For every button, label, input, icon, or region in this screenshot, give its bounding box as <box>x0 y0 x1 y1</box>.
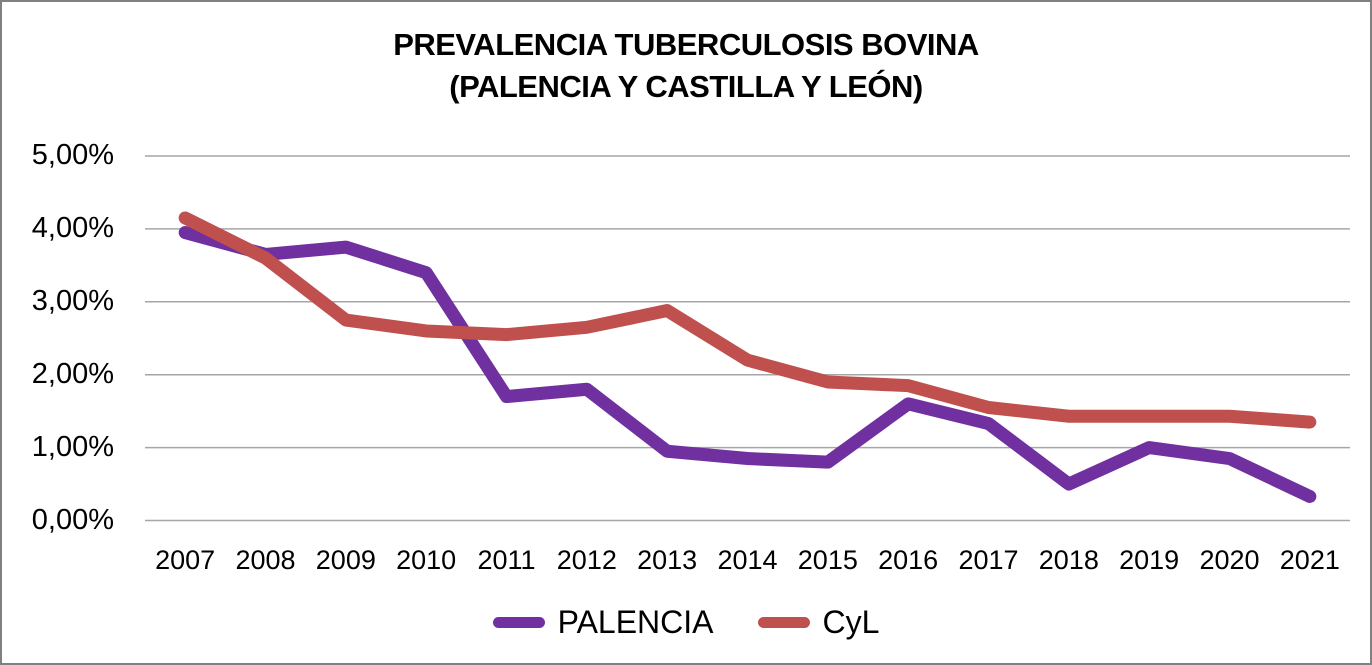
y-axis-tick-label: 3,00% <box>31 284 114 317</box>
chart-title: PREVALENCIA TUBERCULOSIS BOVINA (PALENCI… <box>2 24 1370 108</box>
x-axis-tick-label: 2017 <box>958 545 1019 575</box>
y-axis-tick-label: 2,00% <box>31 357 114 390</box>
legend-label-palencia: PALENCIA <box>557 603 714 640</box>
x-axis-tick-label: 2008 <box>235 545 296 575</box>
y-axis-tick-label: 4,00% <box>31 211 114 244</box>
x-axis-tick-label: 2014 <box>717 545 778 575</box>
x-axis-tick-label: 2020 <box>1199 545 1260 575</box>
x-axis-tick-label: 2018 <box>1038 545 1099 575</box>
x-axis-tick-label: 2011 <box>477 545 536 575</box>
chart-title-line2: (PALENCIA Y CASTILLA Y LEÓN) <box>449 69 923 104</box>
x-axis-tick-label: 2016 <box>878 545 939 575</box>
cyl-line-swatch-icon <box>757 616 810 628</box>
x-axis-tick-label: 2009 <box>315 545 376 575</box>
legend-item-cyl: CyL <box>757 603 880 641</box>
series-line-cyl <box>178 211 1317 429</box>
x-axis-tick-label: 2013 <box>637 545 698 575</box>
y-axis-tick-label: 1,00% <box>31 430 114 463</box>
palencia-line-swatch-icon <box>492 616 545 628</box>
y-axis-tick-label: 0,00% <box>31 503 114 536</box>
legend-label-cyl: CyL <box>822 603 880 640</box>
chart-title-line1: PREVALENCIA TUBERCULOSIS BOVINA <box>393 27 979 62</box>
legend-item-palencia: PALENCIA <box>492 603 714 641</box>
legend: PALENCIA CyL <box>2 598 1370 646</box>
x-axis-tick-label: 2015 <box>797 545 858 575</box>
y-axis-tick-label: 5,00% <box>31 139 114 171</box>
x-axis-tick-label: 2019 <box>1119 545 1180 575</box>
series-line-palencia <box>178 226 1317 503</box>
x-axis-tick-label: 2021 <box>1279 545 1340 575</box>
x-axis-tick-label: 2007 <box>155 545 216 575</box>
x-axis-tick-label: 2012 <box>556 545 617 575</box>
x-axis-tick-label: 2010 <box>396 545 457 575</box>
